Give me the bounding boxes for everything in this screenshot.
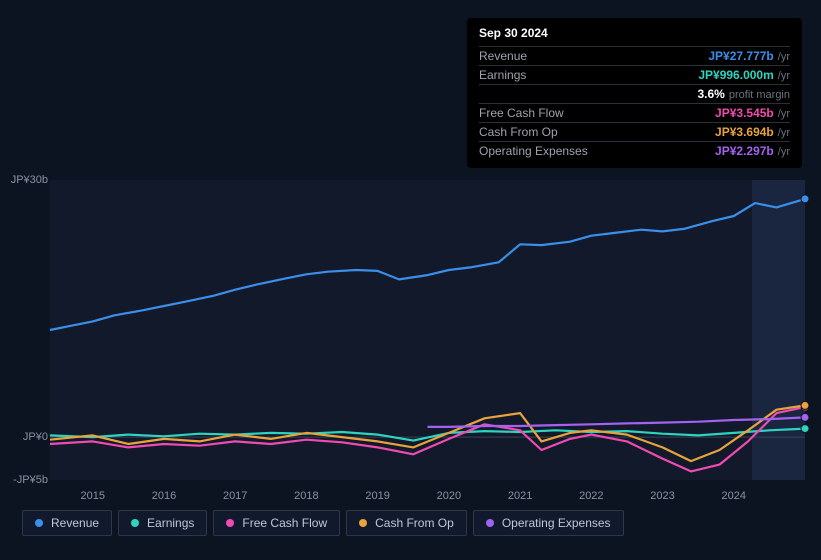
tooltip-label: Cash From Op [479, 125, 558, 139]
series-end-dot [801, 195, 809, 203]
tooltip-row: Revenue JP¥27.777b/yr [479, 46, 790, 65]
x-axis-label: 2022 [579, 490, 603, 502]
series-end-dot [801, 425, 809, 433]
tooltip-value: JP¥2.297b/yr [715, 144, 790, 158]
legend-label: Operating Expenses [502, 516, 611, 530]
x-axis-label: 2017 [223, 490, 247, 502]
tooltip-row: 3.6%profit margin [479, 84, 790, 103]
series-cash-from-op [50, 405, 805, 461]
data-tooltip: Sep 30 2024 Revenue JP¥27.777b/yr Earnings… [467, 18, 802, 168]
legend-label: Revenue [51, 516, 99, 530]
x-axis-label: 2015 [80, 490, 104, 502]
y-axis-label: -JP¥5b [13, 474, 48, 486]
tooltip-value: JP¥3.545b/yr [715, 106, 790, 120]
legend-dot-icon [359, 519, 367, 527]
x-axis-label: 2019 [365, 490, 389, 502]
tooltip-value: JP¥996.000m/yr [698, 68, 790, 82]
tooltip-label: Operating Expenses [479, 144, 588, 158]
x-axis-label: 2021 [508, 490, 532, 502]
legend-dot-icon [35, 519, 43, 527]
x-axis-label: 2024 [722, 490, 746, 502]
series-revenue [50, 199, 805, 330]
tooltip-value: JP¥27.777b/yr [708, 49, 790, 63]
legend-item-earnings[interactable]: Earnings [118, 510, 207, 536]
legend-label: Earnings [147, 516, 194, 530]
x-axis-label: 2023 [650, 490, 674, 502]
tooltip-row: Cash From Op JP¥3.694b/yr [479, 122, 790, 141]
legend-dot-icon [486, 519, 494, 527]
tooltip-label: Earnings [479, 68, 526, 82]
tooltip-label: Revenue [479, 49, 527, 63]
legend-label: Cash From Op [375, 516, 454, 530]
tooltip-row: Earnings JP¥996.000m/yr [479, 65, 790, 84]
legend-item-cash-from-op[interactable]: Cash From Op [346, 510, 467, 536]
series-end-dot [801, 401, 809, 409]
tooltip-row: Operating Expenses JP¥2.297b/yr [479, 141, 790, 160]
tooltip-value: JP¥3.694b/yr [715, 125, 790, 139]
tooltip-value: 3.6%profit margin [698, 87, 791, 101]
y-axis-label: JP¥30b [11, 174, 48, 186]
legend-item-revenue[interactable]: Revenue [22, 510, 112, 536]
tooltip-row: Free Cash Flow JP¥3.545b/yr [479, 103, 790, 122]
x-axis-label: 2018 [294, 490, 318, 502]
tooltip-date: Sep 30 2024 [479, 26, 790, 46]
legend-label: Free Cash Flow [242, 516, 327, 530]
x-axis-label: 2016 [152, 490, 176, 502]
legend: Revenue Earnings Free Cash Flow Cash From O… [22, 510, 624, 536]
chart-lines [50, 180, 805, 480]
legend-item-free-cash-flow[interactable]: Free Cash Flow [213, 510, 340, 536]
legend-dot-icon [131, 519, 139, 527]
tooltip-label: Free Cash Flow [479, 106, 564, 120]
plot[interactable]: 2015201620172018201920202021202220232024 [50, 180, 805, 480]
legend-dot-icon [226, 519, 234, 527]
legend-item-operating-expenses[interactable]: Operating Expenses [473, 510, 624, 536]
series-end-dot [801, 413, 809, 421]
x-axis-label: 2020 [437, 490, 461, 502]
y-axis-label: JP¥0 [23, 431, 48, 443]
